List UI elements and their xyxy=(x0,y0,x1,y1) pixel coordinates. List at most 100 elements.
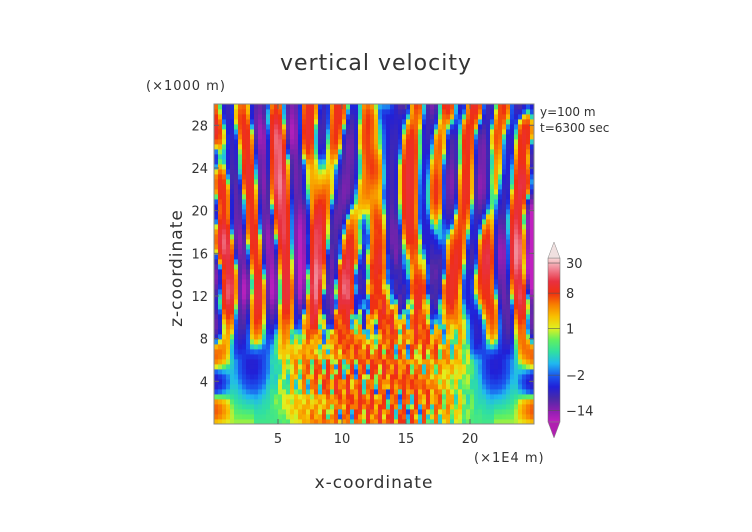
field-cell xyxy=(410,204,415,210)
field-cell xyxy=(250,389,255,395)
field-cell xyxy=(222,399,227,405)
field-cell xyxy=(422,134,427,140)
field-cell xyxy=(270,164,275,170)
field-cell xyxy=(482,379,487,385)
field-cell xyxy=(234,299,239,305)
field-cell xyxy=(450,249,455,255)
field-cell xyxy=(410,409,415,415)
field-cell xyxy=(510,289,515,295)
field-cell xyxy=(250,374,255,380)
field-cell xyxy=(410,304,415,310)
field-cell xyxy=(222,404,227,410)
field-cell xyxy=(278,124,283,130)
field-cell xyxy=(270,284,275,290)
field-cell xyxy=(470,239,475,245)
field-cell xyxy=(506,204,511,210)
field-cell xyxy=(502,199,507,205)
field-cell xyxy=(522,239,527,245)
field-cell xyxy=(346,194,351,200)
field-cell xyxy=(454,224,459,230)
field-cell xyxy=(434,329,439,335)
field-cell xyxy=(258,329,263,335)
field-cell xyxy=(354,349,359,355)
field-cell xyxy=(482,284,487,290)
field-cell xyxy=(422,234,427,240)
field-cell xyxy=(430,404,435,410)
field-cell xyxy=(386,119,391,125)
field-cell xyxy=(222,289,227,295)
field-cell xyxy=(378,184,383,190)
field-cell xyxy=(410,239,415,245)
field-cell xyxy=(426,284,431,290)
field-cell xyxy=(362,299,367,305)
field-cell xyxy=(522,319,527,325)
field-cell xyxy=(462,154,467,160)
field-cell xyxy=(318,114,323,120)
field-cell xyxy=(282,334,287,340)
field-cell xyxy=(478,194,483,200)
field-cell xyxy=(234,329,239,335)
field-cell xyxy=(218,104,223,110)
field-cell xyxy=(430,109,435,115)
field-cell xyxy=(390,219,395,225)
field-cell xyxy=(502,334,507,340)
field-cell xyxy=(410,399,415,405)
field-cell xyxy=(362,139,367,145)
field-cell xyxy=(402,169,407,175)
field-cell xyxy=(230,259,235,265)
field-cell xyxy=(446,174,451,180)
field-cell xyxy=(514,174,519,180)
field-cell xyxy=(278,309,283,315)
field-cell xyxy=(510,359,515,365)
field-cell xyxy=(318,409,323,415)
field-cell xyxy=(362,104,367,110)
field-cell xyxy=(406,354,411,360)
field-cell xyxy=(266,144,271,150)
field-cell xyxy=(450,179,455,185)
field-cell xyxy=(402,274,407,280)
field-cell xyxy=(334,139,339,145)
field-cell xyxy=(226,324,231,330)
field-cell xyxy=(514,179,519,185)
field-cell xyxy=(226,114,231,120)
field-cell xyxy=(294,419,299,424)
field-cell xyxy=(366,164,371,170)
field-cell xyxy=(378,169,383,175)
field-cell xyxy=(454,234,459,240)
field-cell xyxy=(266,129,271,135)
field-cell xyxy=(434,414,439,420)
field-cell xyxy=(514,324,519,330)
field-cell xyxy=(234,184,239,190)
field-cell xyxy=(250,204,255,210)
field-cell xyxy=(410,319,415,325)
field-cell xyxy=(402,414,407,420)
field-cell xyxy=(490,229,495,235)
field-cell xyxy=(362,169,367,175)
field-cell xyxy=(354,209,359,215)
field-cell xyxy=(474,384,479,390)
field-cell xyxy=(222,279,227,285)
field-cell xyxy=(370,274,375,280)
field-cell xyxy=(278,294,283,300)
field-cell xyxy=(386,194,391,200)
field-cell xyxy=(510,404,515,410)
field-cell xyxy=(306,149,311,155)
field-cell xyxy=(326,234,331,240)
field-cell xyxy=(362,134,367,140)
field-cell xyxy=(218,344,223,350)
field-cell xyxy=(438,234,443,240)
field-cell xyxy=(350,239,355,245)
field-cell xyxy=(230,329,235,335)
field-cell xyxy=(334,259,339,265)
field-cell xyxy=(378,414,383,420)
field-cell xyxy=(302,189,307,195)
field-cell xyxy=(338,389,343,395)
field-cell xyxy=(366,224,371,230)
field-cell xyxy=(290,319,295,325)
field-cell xyxy=(358,389,363,395)
field-cell xyxy=(378,114,383,120)
field-cell xyxy=(342,399,347,405)
field-cell xyxy=(394,179,399,185)
field-cell xyxy=(482,199,487,205)
field-cell xyxy=(274,124,279,130)
